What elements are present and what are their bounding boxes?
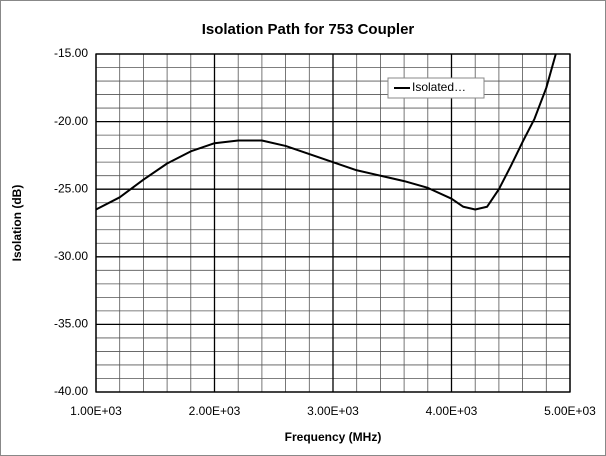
legend-label: Isolated… bbox=[412, 80, 466, 94]
y-tick-label: -20.00 bbox=[54, 114, 88, 128]
data-line bbox=[95, 53, 557, 211]
x-tick-label: 1.00E+03 bbox=[70, 404, 122, 418]
y-tick-label: -30.00 bbox=[54, 249, 88, 263]
chart-title: Isolation Path for 753 Coupler bbox=[202, 21, 415, 38]
x-tick-label: 4.00E+03 bbox=[426, 404, 478, 418]
x-axis-label: Frequency (MHz) bbox=[285, 430, 382, 444]
y-tick-label: -35.00 bbox=[54, 317, 88, 331]
legend-box bbox=[387, 77, 485, 99]
x-tick-label: 2.00E+03 bbox=[189, 404, 241, 418]
x-tick-label: 3.00E+03 bbox=[307, 404, 359, 418]
x-tick-label: 5.00E+03 bbox=[544, 404, 596, 418]
y-tick-label: -25.00 bbox=[54, 181, 88, 195]
y-axis-label: Isolation (dB) bbox=[10, 185, 24, 262]
y-tick-label: -40.00 bbox=[54, 384, 88, 398]
y-tick-label: -15.00 bbox=[54, 46, 88, 60]
plot-border bbox=[95, 53, 571, 393]
